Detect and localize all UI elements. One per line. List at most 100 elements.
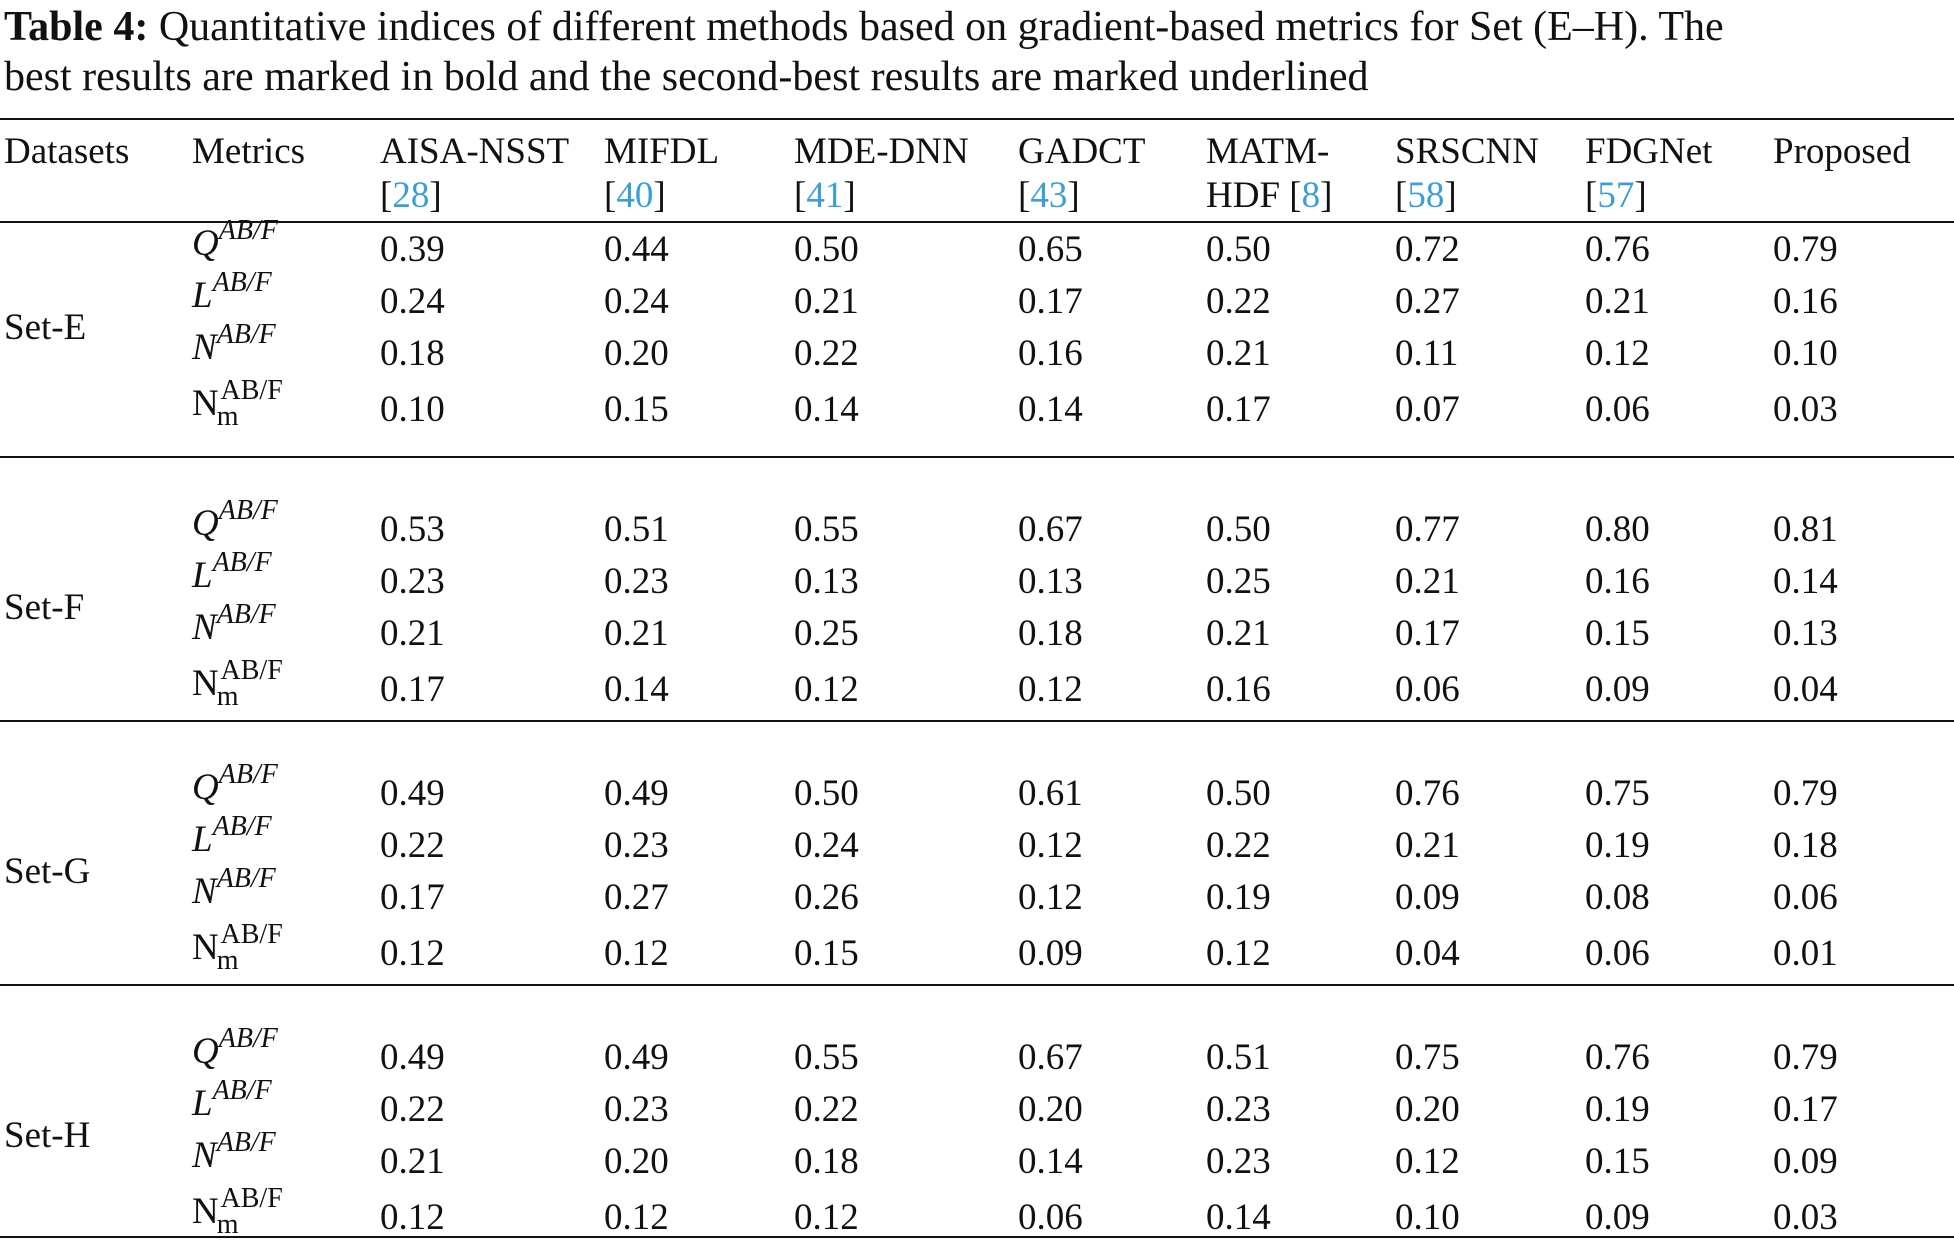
caption-text-line2: best results are marked in bold and the … (4, 54, 1369, 100)
table-cell: 0.12 (380, 1197, 445, 1238)
table-cell: 0.12 (1018, 825, 1083, 866)
table-cell: 0.79 (1773, 229, 1838, 270)
table-cell: 0.26 (794, 877, 859, 918)
caption-text-line1: Quantitative indices of different method… (148, 4, 1724, 50)
table-cell: 0.80 (1585, 509, 1650, 550)
table-cell: 0.14 (1018, 389, 1083, 430)
metric-base: L (192, 819, 213, 860)
table-cell: 0.19 (1585, 825, 1650, 866)
header-method: FDGNet [57] (1585, 130, 1712, 218)
table-cell: 0.12 (604, 1197, 669, 1238)
header-method: MATM- HDF [8] (1206, 130, 1332, 218)
table-cell: 0.12 (794, 669, 859, 710)
table-cell: 0.21 (1206, 613, 1271, 654)
table-cell: 0.13 (794, 561, 859, 602)
metric-superscript: AB/F (220, 375, 283, 406)
header-method-name: FDGNet (1585, 131, 1713, 172)
metric-superscript: AB/F (212, 811, 272, 842)
table-cell: 0.15 (604, 389, 669, 430)
table-cell: 0.50 (794, 229, 859, 270)
header-method-name: MATM- (1206, 131, 1330, 172)
table-cell: 0.14 (794, 389, 859, 430)
table-rule (0, 720, 1954, 722)
header-method: MIFDL [40] (604, 130, 719, 218)
table-cell: 0.20 (1395, 1089, 1460, 1130)
header-method-name: SRSCNN (1395, 131, 1539, 172)
metric-label: QAB/F (192, 759, 278, 813)
metric-superscript: AB/F (212, 547, 272, 578)
table-cell: 0.06 (1018, 1197, 1083, 1238)
table-cell: 0.21 (794, 281, 859, 322)
table-cell: 0.50 (1206, 773, 1271, 814)
table-rule (0, 456, 1954, 458)
header-method-line2: [28] (380, 174, 569, 218)
header-method: SRSCNN [58] (1395, 130, 1539, 218)
dataset-label: Set-F (4, 587, 85, 628)
table-cell: 0.39 (380, 229, 445, 270)
table-cell: 0.12 (1585, 333, 1650, 374)
citation-link[interactable]: 8 (1301, 175, 1321, 216)
header-method-line2: HDF [8] (1206, 174, 1332, 218)
table-cell: 0.27 (1395, 281, 1460, 322)
citation-link[interactable]: 41 (806, 175, 844, 216)
metric-label: NAB/F (192, 863, 276, 917)
table-cell: 0.09 (1395, 877, 1460, 918)
table-cell: 0.10 (1395, 1197, 1460, 1238)
table-cell: 0.15 (794, 933, 859, 974)
table-cell: 0.10 (1773, 333, 1838, 374)
table-cell: 0.21 (380, 613, 445, 654)
table-cell: 0.79 (1773, 773, 1838, 814)
table-cell: 0.67 (1018, 1037, 1083, 1078)
table-cell: 0.22 (380, 825, 445, 866)
metric-base: N (192, 927, 219, 968)
metric-label: NmAB/F (192, 655, 283, 712)
header-method: MDE-DNN [41] (794, 130, 969, 218)
table-cell: 0.23 (604, 561, 669, 602)
citation-link[interactable]: 28 (392, 175, 430, 216)
table-cell: 0.11 (1395, 333, 1459, 374)
table-cell: 0.49 (604, 773, 669, 814)
table-cell: 0.79 (1773, 1037, 1838, 1078)
header-method-name: Proposed (1773, 131, 1911, 172)
citation: [8] (1289, 175, 1333, 216)
citation-link[interactable]: 57 (1597, 175, 1635, 216)
citation: [28] (380, 175, 442, 216)
metric-subscript: m (216, 681, 239, 712)
header-method-name: MDE-DNN (794, 131, 969, 172)
table-cell: 0.24 (604, 281, 669, 322)
table-cell: 0.22 (1206, 281, 1271, 322)
table-cell: 0.75 (1395, 1037, 1460, 1078)
metric-superscript: AB/F (212, 267, 272, 298)
citation-link[interactable]: 40 (616, 175, 654, 216)
table-cell: 0.12 (604, 933, 669, 974)
table-cell: 0.55 (794, 1037, 859, 1078)
citation-link[interactable]: 43 (1030, 175, 1068, 216)
metric-label: NmAB/F (192, 375, 283, 432)
header-method-line2: [41] (794, 174, 969, 218)
table-cell: 0.20 (604, 333, 669, 374)
metric-base: Q (192, 1031, 219, 1072)
table-cell: 0.12 (1018, 877, 1083, 918)
table-cell: 0.50 (1206, 229, 1271, 270)
table-cell: 0.49 (380, 773, 445, 814)
table-cell: 0.50 (794, 773, 859, 814)
table-cell: 0.17 (1395, 613, 1460, 654)
metric-superscript: AB/F (220, 1183, 283, 1214)
table-cell: 0.07 (1395, 389, 1460, 430)
metric-base: L (192, 275, 213, 316)
citation: [58] (1395, 175, 1457, 216)
table-cell: 0.50 (1206, 509, 1271, 550)
citation-link[interactable]: 58 (1407, 175, 1445, 216)
header-method: GADCT [43] (1018, 130, 1145, 218)
table-cell: 0.16 (1018, 333, 1083, 374)
table-cell: 0.21 (1395, 561, 1460, 602)
table-cell: 0.14 (1206, 1197, 1271, 1238)
table-cell: 0.24 (380, 281, 445, 322)
metric-superscript: AB/F (218, 215, 278, 246)
table-cell: 0.23 (380, 561, 445, 602)
metric-superscript: AB/F (216, 599, 276, 630)
metric-superscript: AB/F (220, 655, 283, 686)
table-cell: 0.76 (1395, 773, 1460, 814)
table-cell: 0.10 (380, 389, 445, 430)
citation: [43] (1018, 175, 1080, 216)
